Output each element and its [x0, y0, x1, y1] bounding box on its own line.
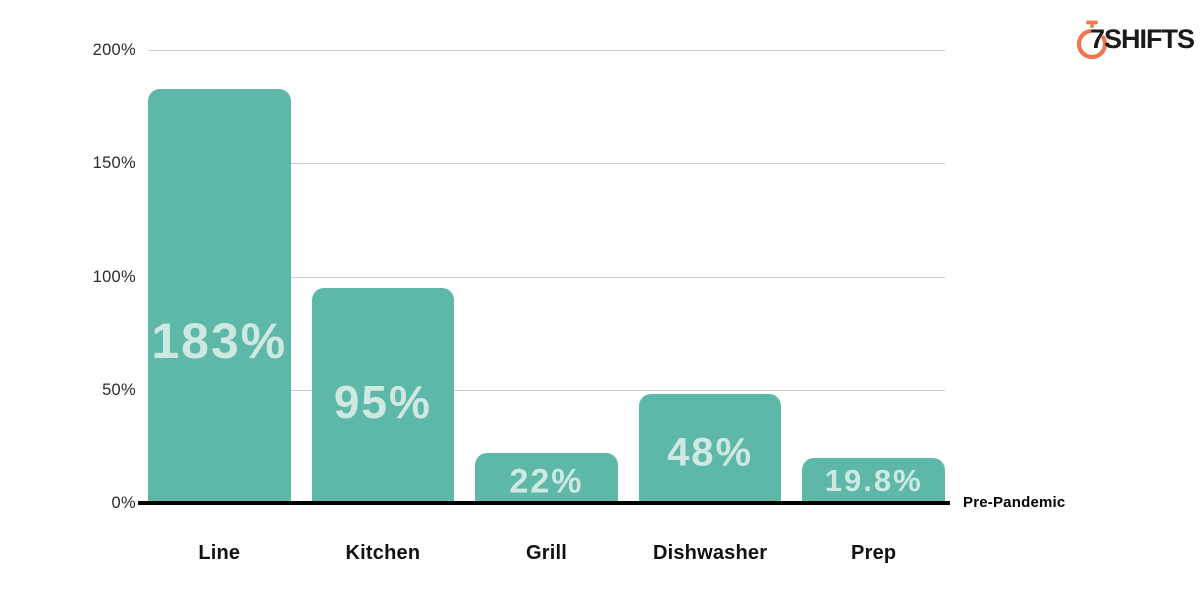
stopwatch-icon: [1076, 20, 1108, 60]
category-label-grill: Grill: [525, 542, 567, 564]
gridline-200: [148, 50, 945, 51]
bar-value-label-dishwasher: 48%: [667, 430, 754, 475]
bar-kitchen: 95%: [311, 287, 455, 503]
y-tick-100: 100%: [92, 267, 136, 286]
x-axis-baseline: [138, 501, 950, 505]
bar-line: 183%: [148, 88, 291, 503]
logo-7shifts: 7SHIFTS: [1072, 17, 1200, 67]
bar-value-label-grill: 22%: [509, 462, 584, 501]
logo-text: 7SHIFTS: [1090, 24, 1195, 54]
bar-value-label-kitchen: 95%: [333, 375, 432, 428]
y-tick-200: 200%: [92, 41, 136, 59]
category-label-line: Line: [198, 542, 241, 564]
y-tick-150: 150%: [92, 154, 136, 173]
category-label-kitchen: Kitchen: [345, 542, 421, 564]
gridline-50: [148, 389, 945, 391]
gridline-100: [148, 276, 945, 278]
y-tick-0: 0%: [111, 494, 136, 512]
bar-grill: 22%: [475, 453, 618, 503]
gridline-150: [148, 163, 945, 165]
bar-value-label-prep: 19.8%: [824, 463, 923, 499]
baseline-annotation: Pre-Pandemic: [963, 494, 1066, 511]
bar-value-label-line: 183%: [151, 313, 288, 370]
bar-prep: 19.8%: [802, 458, 945, 503]
category-label-dishwasher: Dishwasher: [652, 542, 768, 564]
category-label-prep: Prep: [851, 542, 897, 564]
bar-dishwasher: 48%: [638, 394, 782, 503]
y-tick-50: 50%: [102, 380, 136, 399]
